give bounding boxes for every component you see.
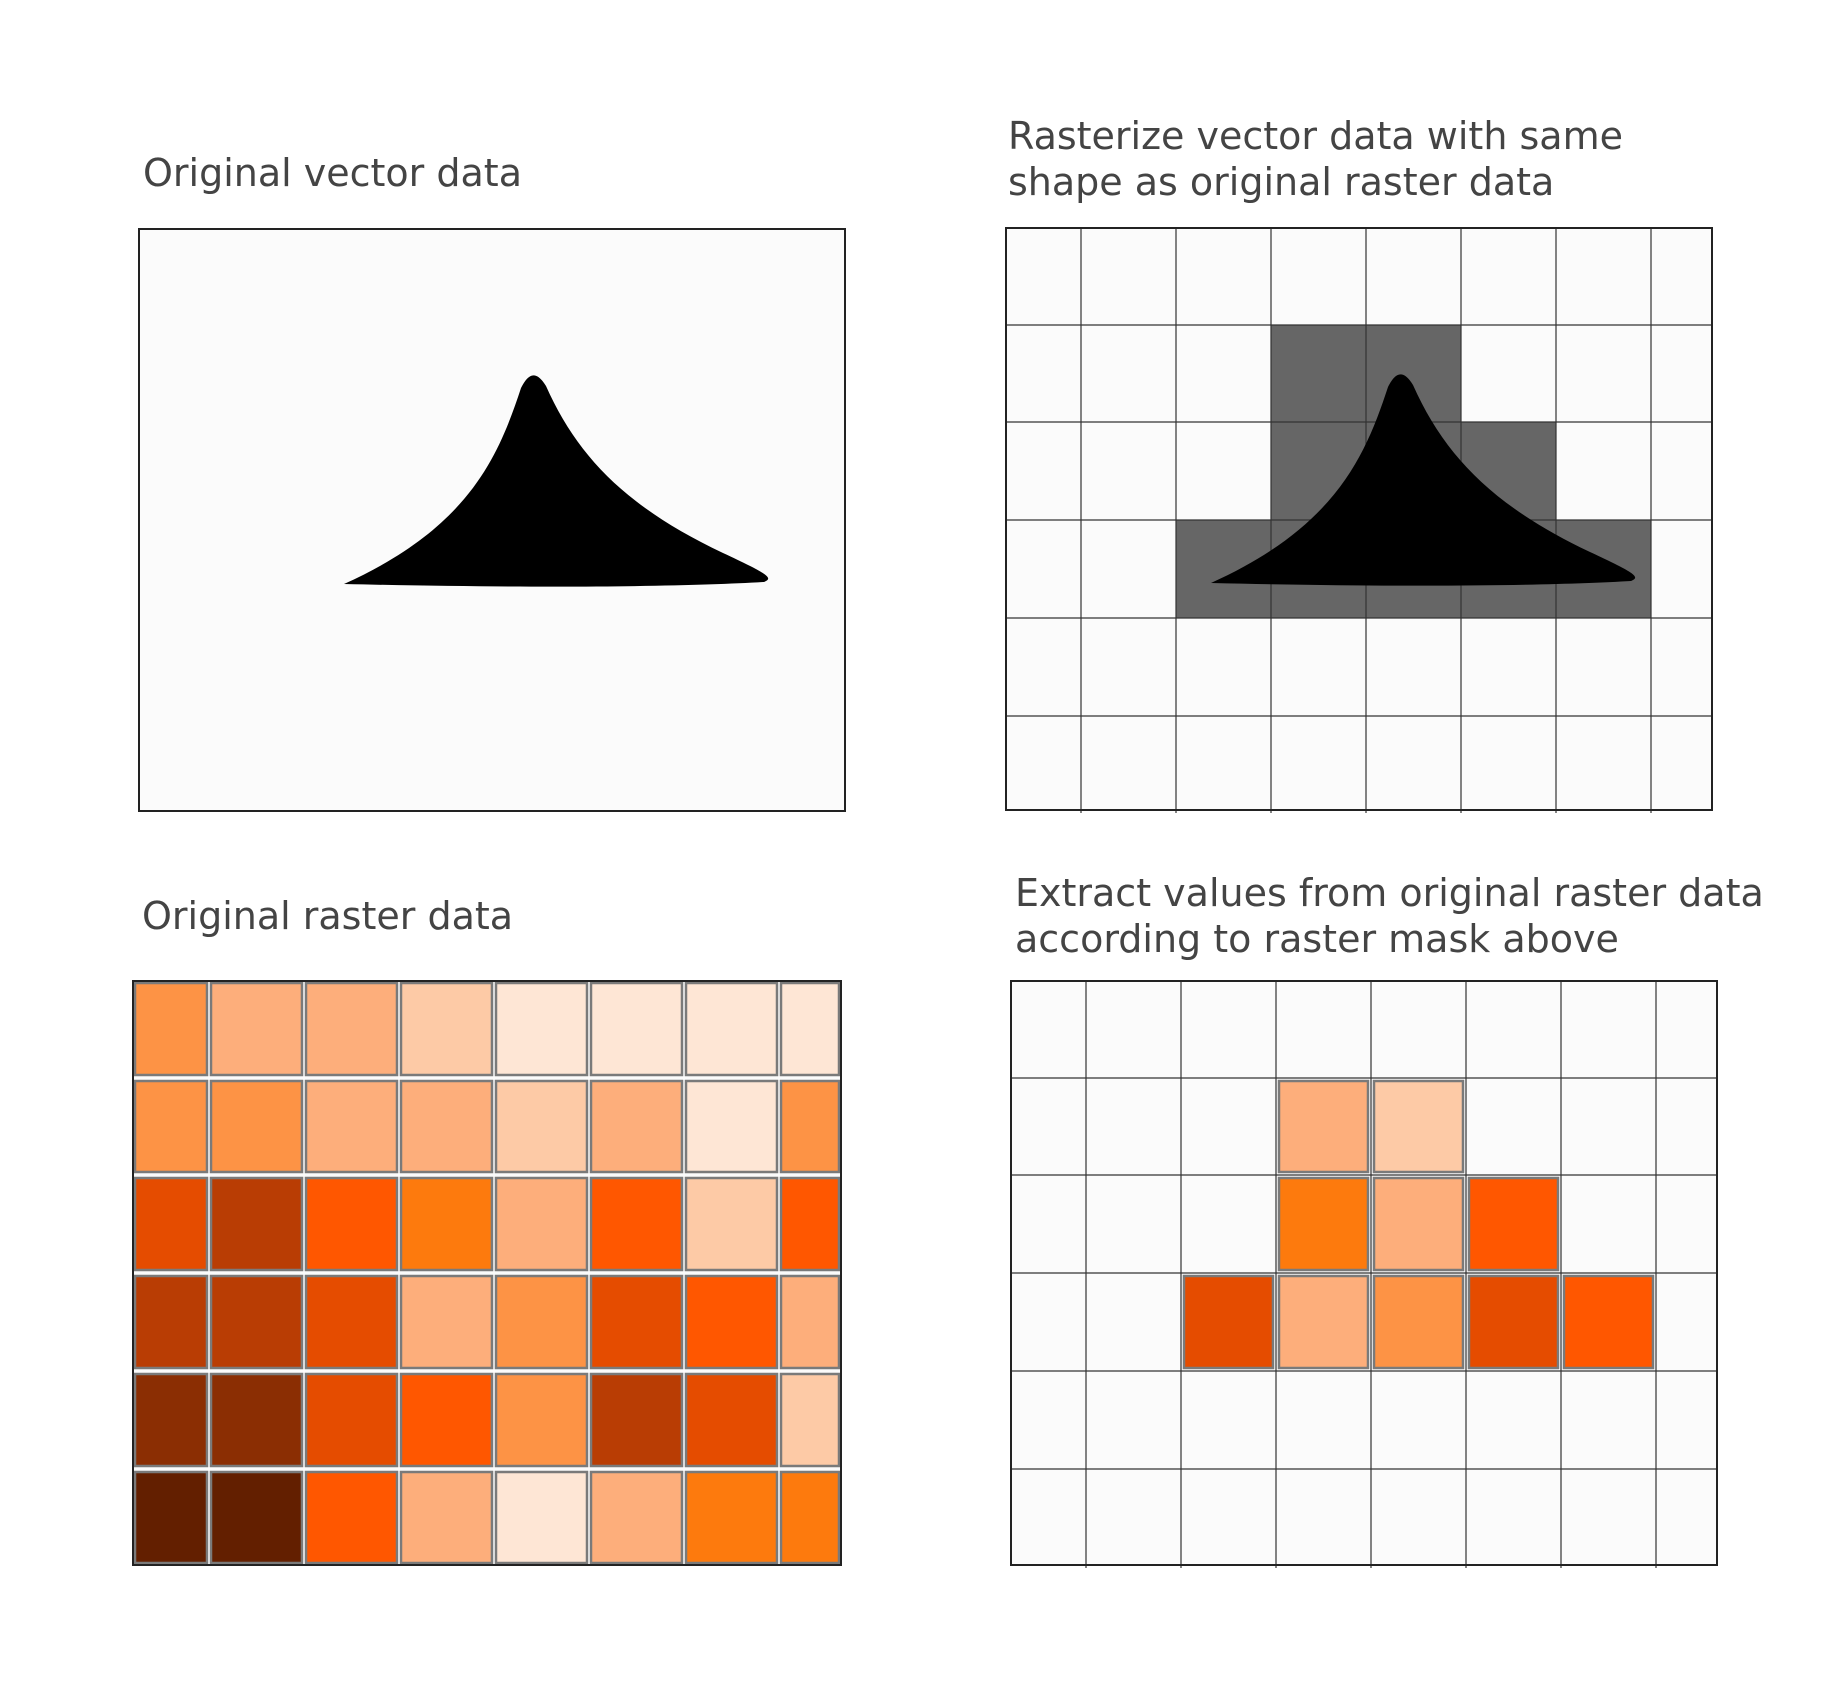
- raster-cell: [494, 1079, 589, 1174]
- raster-cell: [209, 1079, 304, 1174]
- raster-cell: [133, 981, 209, 1077]
- raster-cell: [304, 1176, 399, 1272]
- raster-cell: [133, 1079, 209, 1174]
- raster-cell: [209, 1470, 304, 1565]
- vector-panel: [138, 228, 846, 812]
- raster-cell: [304, 1372, 399, 1468]
- raster-cell: [779, 1079, 841, 1174]
- raster-cell: [589, 981, 684, 1077]
- raster-cell: [304, 1274, 399, 1370]
- raster-cell: [209, 981, 304, 1077]
- extracted-cell: [1372, 1176, 1465, 1272]
- raster-cell: [399, 1079, 494, 1174]
- raster-cell: [209, 1372, 304, 1468]
- raster-cell: [684, 1470, 779, 1565]
- mask-cell: [1271, 325, 1366, 422]
- extracted-cell: [1182, 1274, 1275, 1370]
- vector-shape: [344, 375, 769, 587]
- raster-cell: [684, 1372, 779, 1468]
- raster-cell: [779, 1470, 841, 1565]
- raster-cell: [399, 981, 494, 1077]
- extracted-cells: [1182, 1079, 1655, 1370]
- raster-cell: [494, 981, 589, 1077]
- raster-cell: [399, 1274, 494, 1370]
- extracted-panel: [1010, 980, 1718, 1568]
- extracted-cell: [1372, 1079, 1465, 1174]
- raster-cell: [779, 1274, 841, 1370]
- raster-cell: [589, 1079, 684, 1174]
- raster-panel-title: Original raster data: [142, 894, 514, 938]
- raster-cell: [684, 1274, 779, 1370]
- extracted-cell: [1467, 1176, 1560, 1272]
- raster-cell: [133, 1470, 209, 1565]
- raster-cell: [133, 1274, 209, 1370]
- raster-cell: [304, 1079, 399, 1174]
- extracted-cell: [1562, 1274, 1655, 1370]
- extracted-cell: [1467, 1274, 1560, 1370]
- raster-cells: [133, 981, 841, 1565]
- raster-cell: [399, 1372, 494, 1468]
- raster-cell: [209, 1274, 304, 1370]
- raster-cell: [684, 981, 779, 1077]
- raster-cell: [494, 1372, 589, 1468]
- raster-cell: [684, 1079, 779, 1174]
- vector-panel-title: Original vector data: [143, 151, 522, 195]
- raster-cell: [589, 1372, 684, 1468]
- raster-panel-frame: [132, 980, 842, 1566]
- rasterized-panel-title: Rasterize vector data with same shape as…: [1008, 114, 1623, 204]
- rasterized-panel: [1005, 227, 1713, 813]
- mask-grid: [1005, 227, 1711, 813]
- extracted-grid: [1010, 980, 1716, 1568]
- raster-cell: [133, 1372, 209, 1468]
- raster-cell: [399, 1176, 494, 1272]
- extracted-cell: [1277, 1176, 1370, 1272]
- raster-panel: [132, 980, 842, 1566]
- raster-cell: [589, 1176, 684, 1272]
- raster-cell: [779, 981, 841, 1077]
- raster-cell: [779, 1176, 841, 1272]
- extracted-panel-title: Extract values from original raster data…: [1015, 871, 1764, 961]
- vector-shape-overlay: [1211, 374, 1636, 586]
- raster-cell: [304, 981, 399, 1077]
- raster-cell: [399, 1470, 494, 1565]
- raster-cell: [304, 1470, 399, 1565]
- raster-cell: [494, 1274, 589, 1370]
- raster-cell: [209, 1176, 304, 1272]
- raster-cell: [684, 1176, 779, 1272]
- raster-cell: [494, 1176, 589, 1272]
- raster-cell: [589, 1470, 684, 1565]
- extracted-cell: [1372, 1274, 1465, 1370]
- extracted-cell: [1277, 1274, 1370, 1370]
- extracted-cell: [1277, 1079, 1370, 1174]
- raster-cell: [133, 1176, 209, 1272]
- raster-cell: [494, 1470, 589, 1565]
- raster-cell: [589, 1274, 684, 1370]
- raster-cell: [779, 1372, 841, 1468]
